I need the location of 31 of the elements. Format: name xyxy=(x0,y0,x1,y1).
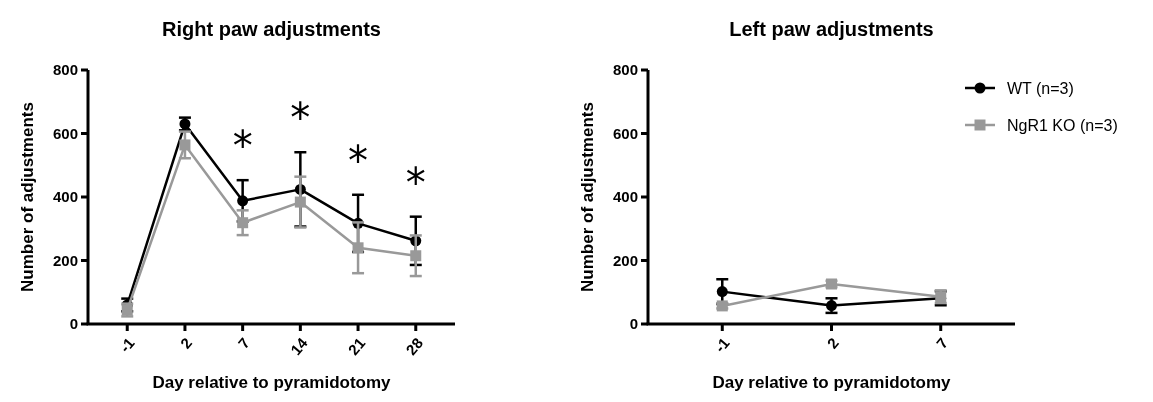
y-tick-label: 400 xyxy=(52,188,78,206)
y-tick-label: 200 xyxy=(612,251,638,269)
x-axis-title: Day relative to pyramidotomy xyxy=(152,373,392,392)
y-tick-label: 800 xyxy=(52,61,78,79)
annotation: * xyxy=(232,123,253,170)
x-tick-label: -1 xyxy=(710,334,733,356)
y-axis-title: Number of adjustments xyxy=(18,102,37,292)
x-tick-label: 21 xyxy=(344,334,369,359)
y-tick-label: 0 xyxy=(629,315,638,333)
x-tick-label: 14 xyxy=(286,333,312,359)
y-tick-label: 400 xyxy=(612,188,638,206)
chart-title: Right paw adjustments xyxy=(162,18,381,40)
annotation: * xyxy=(290,95,311,142)
x-tick-label: 28 xyxy=(402,334,427,359)
legend-label: WT (n=3) xyxy=(1007,79,1074,97)
x-tick-label: 2 xyxy=(823,334,842,352)
y-tick-label: 0 xyxy=(69,315,78,333)
y-tick-label: 200 xyxy=(52,251,78,269)
legend-label: NgR1 KO (n=3) xyxy=(1007,116,1118,134)
y-tick-label: 800 xyxy=(612,61,638,79)
annotation: * xyxy=(405,159,426,206)
chart-title: Left paw adjustments xyxy=(729,18,934,40)
y-tick-label: 600 xyxy=(52,124,78,142)
y-tick-label: 600 xyxy=(612,124,638,142)
x-axis-title: Day relative to pyramidotomy xyxy=(712,373,952,392)
x-tick-label: 7 xyxy=(932,334,952,352)
x-tick-label: -1 xyxy=(115,334,138,356)
x-tick-label: 7 xyxy=(234,334,253,352)
x-tick-label: 2 xyxy=(176,334,196,352)
y-axis-title: Number of adjustments xyxy=(578,102,597,292)
annotation: * xyxy=(348,137,369,184)
